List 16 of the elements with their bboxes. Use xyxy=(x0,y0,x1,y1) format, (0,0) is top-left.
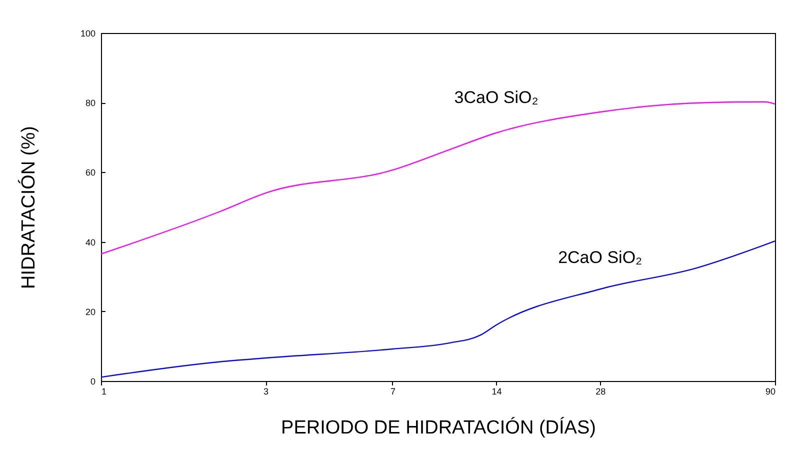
x-tick-label: 3 xyxy=(264,386,269,396)
x-tick-label: 7 xyxy=(390,386,396,396)
y-tick-label: 100 xyxy=(80,28,96,38)
y-tick-label: 60 xyxy=(85,168,96,178)
y-tick-label: 0 xyxy=(90,376,96,386)
y-axis-title: HIDRATACIÓN (%) xyxy=(17,126,40,289)
x-tick-label: 1 xyxy=(102,386,107,396)
y-tick-label: 20 xyxy=(85,306,96,317)
x-tick-label: 90 xyxy=(765,386,776,396)
series-label: 2CaO SiO₂ xyxy=(558,248,642,268)
y-tick-label: 80 xyxy=(85,98,96,108)
x-tick-label: 14 xyxy=(492,386,502,396)
x-tick-label: 28 xyxy=(596,386,606,396)
x-axis-title: PERIODO DE HIDRATACIÓN (DÍAS) xyxy=(281,416,596,438)
y-tick-label: 40 xyxy=(85,237,96,248)
series-label: 3CaO SiO₂ xyxy=(454,88,538,107)
